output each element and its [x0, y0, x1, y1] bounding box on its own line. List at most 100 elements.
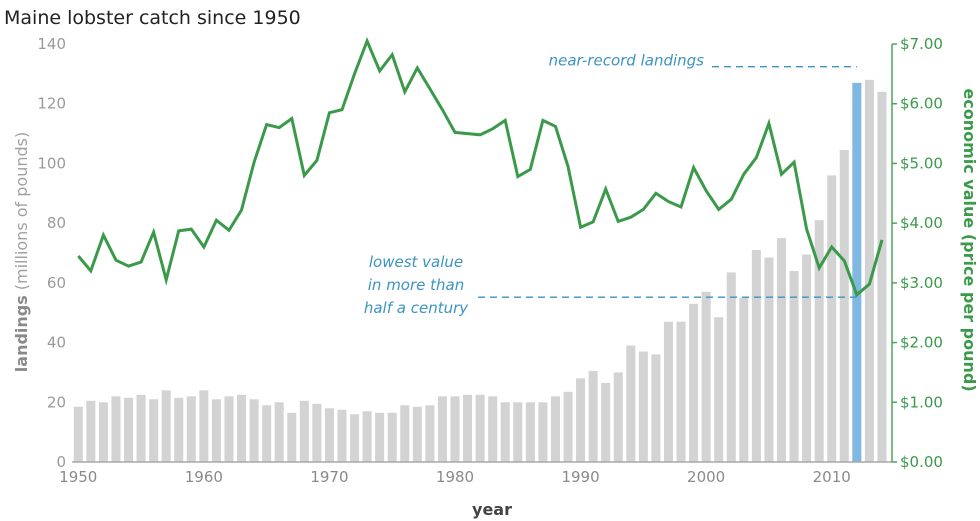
bar: [550, 396, 560, 462]
bar: [626, 345, 636, 462]
bar: [211, 399, 221, 462]
bar: [877, 91, 887, 463]
bar: [651, 354, 661, 462]
bar: [98, 402, 108, 462]
x-axis-label: year: [472, 500, 512, 519]
bar: [387, 412, 397, 462]
bar: [714, 317, 724, 462]
bar-highlighted: [852, 82, 862, 463]
bar: [362, 411, 372, 462]
x-axis-ticks: 1950 1960 1970 1980 1990 2000 2010: [59, 468, 851, 486]
bar: [249, 399, 259, 462]
bar: [563, 391, 573, 462]
bar: [463, 394, 473, 462]
bar: [400, 405, 410, 462]
bar: [676, 321, 686, 462]
right-tick-label: $1.00: [900, 393, 943, 411]
bar: [638, 351, 648, 462]
left-axis-ticks: 0 20 40 60 80 100 120 140: [37, 35, 66, 471]
left-axis-label-main: landings: [12, 295, 31, 372]
right-tick-label: $5.00: [900, 154, 943, 172]
bar: [149, 399, 159, 462]
bar: [864, 79, 874, 462]
bar: [701, 291, 711, 462]
bar: [588, 370, 598, 462]
bar: [814, 220, 824, 462]
chart-title: Maine lobster catch since 1950: [4, 7, 301, 29]
bar: [789, 270, 799, 462]
left-tick-label: 40: [47, 334, 66, 352]
bar: [123, 397, 134, 462]
left-axis-label: landings (millions of pounds): [12, 132, 31, 372]
bar: [287, 412, 297, 462]
left-tick-label: 80: [47, 214, 66, 232]
bar: [174, 397, 184, 462]
bar: [312, 403, 322, 462]
right-tick-label: $6.00: [900, 95, 943, 113]
bar: [689, 303, 699, 462]
right-tick-label: $4.00: [900, 214, 943, 232]
annotation-lowest-value-line: half a century: [364, 299, 469, 317]
x-tick-label: 1960: [185, 468, 223, 486]
bar: [299, 400, 309, 462]
bar: [73, 406, 83, 462]
bar: [262, 405, 272, 462]
x-tick-label: 1950: [59, 468, 97, 486]
x-tick-label: 1970: [310, 468, 348, 486]
bar: [488, 396, 498, 462]
x-tick-label: 2000: [687, 468, 725, 486]
left-tick-label: 20: [47, 393, 66, 411]
annotations: near-record landings lowest value in more …: [364, 52, 857, 317]
annotation-lowest-value-line: lowest value: [369, 253, 463, 271]
bar: [199, 390, 209, 462]
bar: [776, 238, 787, 462]
bar: [450, 396, 460, 462]
bar: [739, 297, 749, 462]
bar: [412, 406, 422, 462]
bar: [375, 412, 385, 462]
bar: [324, 408, 334, 462]
bar: [839, 149, 849, 462]
bar: [224, 396, 234, 462]
x-tick-label: 2010: [813, 468, 851, 486]
bar: [726, 272, 736, 462]
x-tick-label: 1990: [561, 468, 599, 486]
right-tick-label: $3.00: [900, 274, 943, 292]
right-axis-ticks: $0.00 $1.00 $2.00 $3.00 $4.00 $5.00 $6.00 $7.00: [892, 35, 943, 471]
bar: [350, 414, 360, 462]
bar: [827, 175, 837, 462]
right-tick-label: $2.00: [900, 334, 943, 352]
bar: [425, 405, 435, 462]
left-tick-label: 100: [37, 154, 66, 172]
bar: [475, 394, 485, 462]
bar: [576, 378, 586, 462]
bar: [525, 402, 535, 462]
annotation-lowest-value-line: in more than: [368, 276, 464, 294]
landings-bars: [73, 79, 887, 463]
bar: [86, 400, 96, 462]
bar: [437, 396, 447, 462]
left-tick-label: 120: [37, 95, 66, 113]
left-axis-label-unit: (millions of pounds): [12, 132, 31, 290]
bar: [601, 382, 611, 462]
right-tick-label: $7.00: [900, 35, 943, 53]
bar: [613, 372, 623, 462]
bar: [663, 321, 673, 462]
left-tick-label: 0: [56, 453, 66, 471]
bar: [274, 402, 284, 462]
bar: [111, 396, 121, 462]
bar: [751, 250, 761, 462]
bar: [802, 254, 812, 462]
annotation-near-record: near-record landings: [549, 52, 705, 70]
bar: [237, 394, 247, 462]
bar: [136, 394, 146, 462]
bar: [538, 402, 548, 462]
left-tick-label: 140: [37, 35, 66, 53]
left-tick-label: 60: [47, 274, 66, 292]
bar: [161, 390, 171, 462]
bar: [513, 402, 523, 462]
price-line: [77, 36, 884, 298]
bar: [500, 402, 510, 462]
bar: [337, 409, 347, 462]
